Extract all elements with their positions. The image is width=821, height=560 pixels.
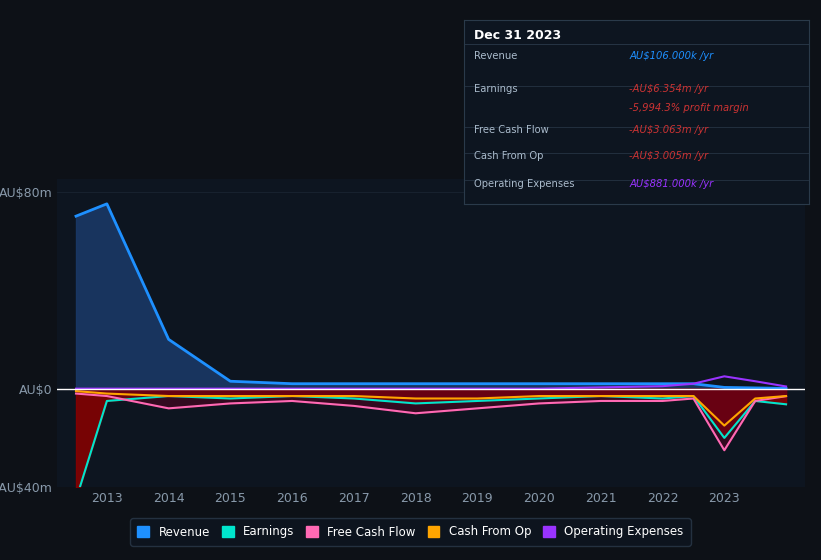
Text: Revenue: Revenue	[475, 51, 517, 61]
Text: Free Cash Flow: Free Cash Flow	[475, 125, 549, 135]
Text: -AU$3.005m /yr: -AU$3.005m /yr	[630, 151, 709, 161]
Text: Cash From Op: Cash From Op	[475, 151, 544, 161]
Text: -AU$6.354m /yr: -AU$6.354m /yr	[630, 84, 709, 94]
Text: -5,994.3% profit margin: -5,994.3% profit margin	[630, 102, 749, 113]
Text: AU$881.000k /yr: AU$881.000k /yr	[630, 179, 713, 189]
Text: Operating Expenses: Operating Expenses	[475, 179, 575, 189]
Text: Earnings: Earnings	[475, 84, 518, 94]
Legend: Revenue, Earnings, Free Cash Flow, Cash From Op, Operating Expenses: Revenue, Earnings, Free Cash Flow, Cash …	[131, 519, 690, 545]
Text: AU$106.000k /yr: AU$106.000k /yr	[630, 51, 713, 61]
Text: -AU$3.063m /yr: -AU$3.063m /yr	[630, 125, 709, 135]
Text: Dec 31 2023: Dec 31 2023	[475, 29, 562, 42]
